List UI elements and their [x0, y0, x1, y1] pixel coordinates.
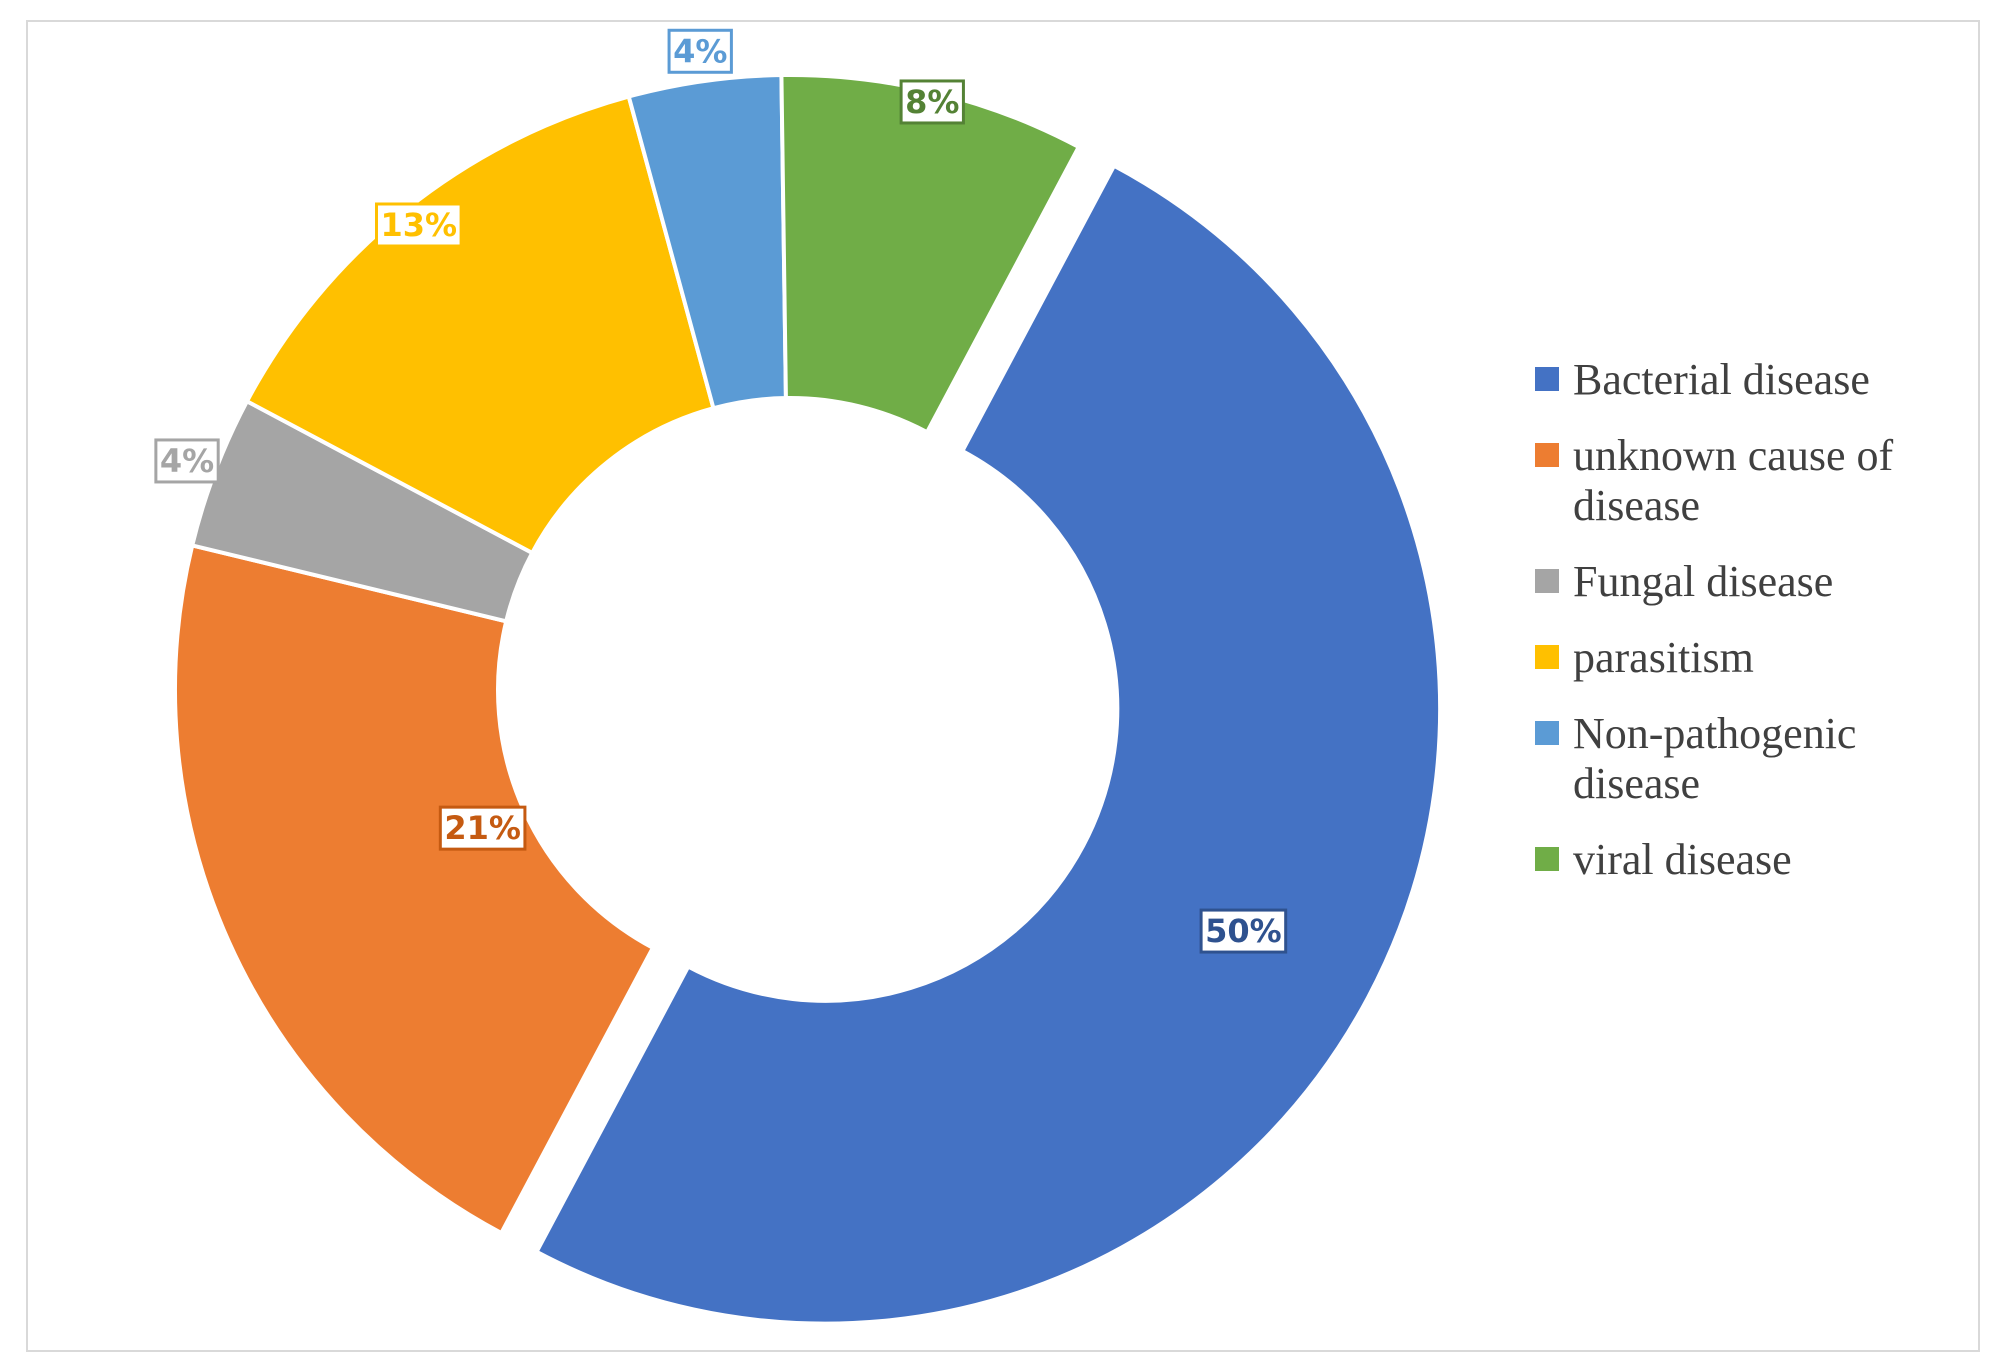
slice-unknown-cause-of-disease [173, 542, 656, 1236]
legend-label: Bacterial disease [1573, 355, 1870, 404]
data-label: 13% [380, 206, 457, 244]
legend-label: parasitism [1573, 633, 1754, 682]
legend: Bacterial disease unknown cause of diseas… [1535, 355, 1975, 911]
legend-swatch [1535, 569, 1559, 593]
data-label-group: 21% [438, 805, 527, 851]
data-label-box [899, 79, 965, 125]
legend-swatch [1535, 645, 1559, 669]
data-label: 50% [1205, 912, 1282, 950]
data-label-box [438, 805, 527, 851]
data-label: 4% [673, 32, 727, 70]
legend-label: viral disease [1573, 835, 1792, 884]
data-label-group: 4% [154, 438, 220, 484]
data-label-box [154, 438, 220, 484]
legend-item: Fungal disease [1535, 557, 1975, 607]
data-label: 21% [444, 809, 521, 847]
legend-item: unknown cause of disease [1535, 431, 1975, 531]
legend-label: Fungal disease [1573, 557, 1834, 606]
donut-slices [173, 73, 1441, 1324]
data-labels: 50% 21% 4% 13% 4% 8% [154, 28, 1288, 954]
data-label: 8% [905, 83, 959, 121]
data-label-group: 50% [1199, 908, 1288, 954]
legend-label: Non-pathogenic disease [1573, 709, 1857, 808]
slice-viral-disease [779, 73, 1082, 435]
legend-swatch [1535, 721, 1559, 745]
legend-label: unknown cause of disease [1573, 431, 1894, 530]
slice-parasitism [244, 94, 716, 556]
legend-swatch [1535, 847, 1559, 871]
slice-bacterial-disease [537, 166, 1441, 1324]
legend-item: viral disease [1535, 835, 1975, 885]
data-label-group: 13% [374, 202, 463, 248]
legend-item: parasitism [1535, 633, 1975, 683]
data-label-box [1199, 908, 1288, 954]
data-label-box [667, 28, 733, 74]
legend-swatch [1535, 367, 1559, 391]
data-label: 4% [160, 442, 214, 480]
data-label-group: 4% [667, 28, 733, 74]
legend-item: Non-pathogenic disease [1535, 709, 1975, 809]
legend-item: Bacterial disease [1535, 355, 1975, 405]
data-label-group: 8% [899, 79, 965, 125]
legend-swatch [1535, 443, 1559, 467]
data-label-box [374, 202, 463, 248]
